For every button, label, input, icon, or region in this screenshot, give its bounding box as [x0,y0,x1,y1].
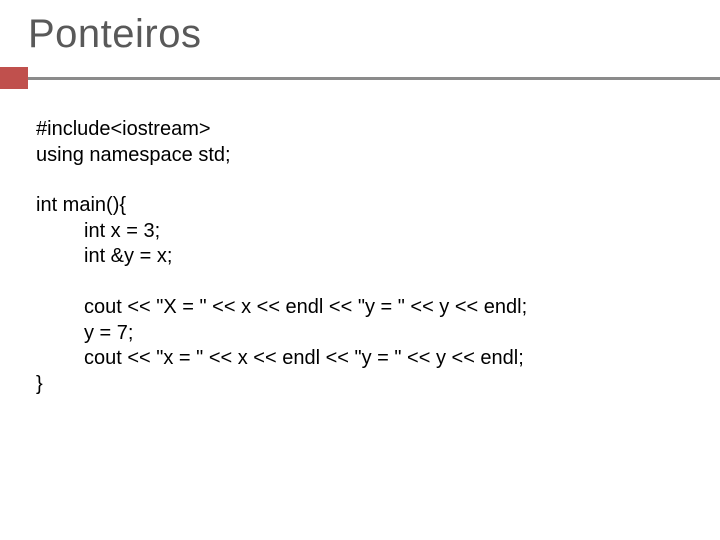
code-block: #include<iostream> using namespace std; … [28,117,692,397]
code-line: cout << "x = " << x << endl << "y = " <<… [36,346,692,372]
accent-row [0,67,720,89]
accent-block [0,67,28,89]
code-line: cout << "X = " << x << endl << "y = " <<… [36,295,692,321]
code-line: int x = 3; [36,219,692,245]
blank-line [36,168,692,193]
code-line: using namespace std; [36,143,692,169]
code-line: #include<iostream> [36,117,692,143]
blank-line [36,270,692,295]
code-line: int main(){ [36,193,692,219]
code-line: } [36,372,692,398]
slide-title: Ponteiros [28,12,692,57]
code-line: int &y = x; [36,244,692,270]
accent-line [28,77,720,80]
slide: Ponteiros #include<iostream> using names… [0,0,720,540]
code-line: y = 7; [36,321,692,347]
